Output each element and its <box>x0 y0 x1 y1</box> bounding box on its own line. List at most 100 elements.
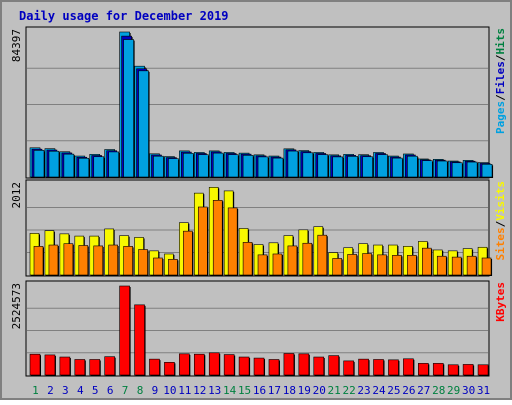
bar-pages-day-21 <box>332 156 344 178</box>
legend-files: Files <box>494 61 507 94</box>
bar-kbytes-day-16 <box>253 357 265 376</box>
bar-kbytes-day-14 <box>223 354 235 376</box>
bar-pages-day-28 <box>436 160 448 178</box>
bar-pages-day-31 <box>481 163 493 178</box>
x-tick-label-day-23: 23 <box>357 384 370 397</box>
bar-sites-day-5 <box>93 245 104 276</box>
series-kbytes <box>29 285 490 376</box>
x-tick-label-day-21: 21 <box>328 384 341 397</box>
bar-pages-day-24 <box>377 154 388 178</box>
bar-sites-day-27 <box>422 247 432 276</box>
legend-kbytes: KBytes <box>494 282 507 322</box>
bar-pages-day-10 <box>168 158 179 178</box>
bar-kbytes-day-28 <box>432 363 444 376</box>
x-tick-label-day-30: 30 <box>462 384 475 397</box>
bar-kbytes-day-3 <box>59 356 71 376</box>
x-tick-label-day-5: 5 <box>92 384 99 397</box>
x-tick-label-day-28: 28 <box>432 384 445 397</box>
x-axis-labels: 1 2 3 4 5 6 7 8 9 10 11 12 13 14 15 16 17 18 19 20 21 22 23 24 2… <box>32 384 490 397</box>
bar-kbytes-day-30 <box>462 364 474 376</box>
bar-sites-day-31 <box>481 257 492 276</box>
panel-kbytes-legend: KBytes <box>494 282 507 322</box>
bar-pages-day-19 <box>302 152 314 178</box>
x-tick-label-day-17: 17 <box>268 384 281 397</box>
bar-kbytes-day-20 <box>313 356 325 376</box>
bar-sites-day-2 <box>48 244 59 276</box>
bar-sites-day-23 <box>362 253 372 276</box>
bar-pages-day-20 <box>317 154 329 178</box>
x-tick-label-day-16: 16 <box>253 384 266 397</box>
bar-sites-day-28 <box>436 255 447 276</box>
bar-pages-day-27 <box>422 160 433 178</box>
bar-sites-day-18 <box>287 245 298 276</box>
bar-kbytes-day-7 <box>119 285 130 376</box>
bar-pages-day-1 <box>33 150 45 178</box>
bar-pages-day-15 <box>242 155 254 178</box>
bar-kbytes-day-25 <box>388 359 399 376</box>
panel-visits-legend: Sites/Visits <box>494 181 507 261</box>
bar-kbytes-day-1 <box>29 353 41 376</box>
legend-pages: Pages <box>494 101 507 134</box>
x-tick-label-day-11: 11 <box>178 384 191 397</box>
x-tick-label-day-20: 20 <box>313 384 326 397</box>
bar-sites-day-24 <box>377 254 387 276</box>
bar-sites-day-8 <box>138 249 148 276</box>
x-tick-label-day-27: 27 <box>417 384 430 397</box>
x-tick-label-day-18: 18 <box>283 384 296 397</box>
bar-pages-day-11 <box>183 152 194 178</box>
x-tick-label-day-10: 10 <box>163 384 176 397</box>
bar-pages-day-5 <box>93 156 105 178</box>
legend-separator: / <box>494 220 507 227</box>
bar-pages-day-26 <box>407 155 418 178</box>
panel-visits-ymax-label: 2012 <box>10 182 23 209</box>
series-sites <box>33 199 493 276</box>
x-tick-label-day-15: 15 <box>238 384 251 397</box>
bar-kbytes-day-22 <box>343 360 354 376</box>
bar-pages-day-4 <box>78 157 90 178</box>
series-pages <box>33 39 494 179</box>
bar-kbytes-day-10 <box>164 362 175 376</box>
bar-sites-day-6 <box>108 244 118 276</box>
bar-sites-day-30 <box>466 255 477 276</box>
bar-sites-day-11 <box>183 230 193 276</box>
bar-pages-day-29 <box>451 162 463 178</box>
x-tick-label-day-29: 29 <box>447 384 460 397</box>
bar-pages-day-23 <box>362 156 373 178</box>
bar-kbytes-day-6 <box>104 356 115 376</box>
x-tick-label-day-31: 31 <box>477 384 490 397</box>
legend-hits: Hits <box>494 28 507 55</box>
bar-pages-day-14 <box>227 154 239 178</box>
bar-kbytes-day-27 <box>418 363 429 376</box>
bar-kbytes-day-9 <box>149 358 160 376</box>
x-tick-label-day-22: 22 <box>342 384 355 397</box>
bar-sites-day-20 <box>317 234 328 276</box>
bar-pages-day-16 <box>257 156 269 178</box>
bar-pages-day-25 <box>392 157 403 178</box>
bar-pages-day-2 <box>48 150 60 178</box>
bar-pages-day-22 <box>347 156 358 178</box>
bar-pages-day-3 <box>63 153 75 178</box>
bar-sites-day-19 <box>302 242 313 276</box>
x-tick-label-day-7: 7 <box>122 384 129 397</box>
bar-sites-day-1 <box>33 246 44 276</box>
panel-kbytes: 2524573 KBytes <box>10 280 507 377</box>
x-tick-label-day-26: 26 <box>402 384 415 397</box>
x-tick-label-day-8: 8 <box>137 384 144 397</box>
bar-pages-day-17 <box>272 157 284 178</box>
bar-kbytes-day-17 <box>268 359 280 376</box>
x-tick-label-day-12: 12 <box>193 384 206 397</box>
bar-pages-day-8 <box>138 70 149 178</box>
x-tick-label-day-1: 1 <box>32 384 39 397</box>
x-tick-label-day-2: 2 <box>47 384 54 397</box>
bar-kbytes-day-13 <box>208 352 220 376</box>
bar-pages-day-6 <box>108 151 119 178</box>
bar-kbytes-day-31 <box>477 364 489 376</box>
x-tick-label-day-3: 3 <box>62 384 69 397</box>
bar-kbytes-day-21 <box>328 355 340 376</box>
legend-visits: Visits <box>494 181 507 221</box>
bar-sites-day-26 <box>407 255 417 276</box>
panel-visits: 2012 Sites/Visits <box>10 179 507 277</box>
